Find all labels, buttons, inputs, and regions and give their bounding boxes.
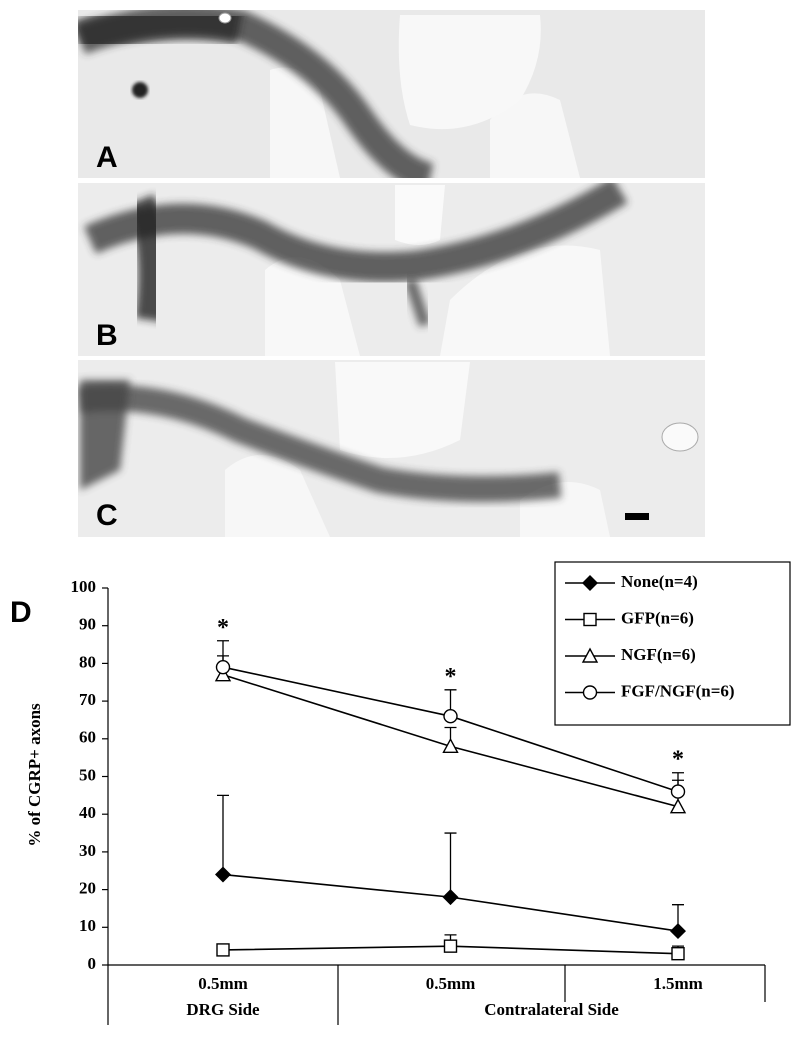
chart: 0 10 20 30 40 50 60 70 80 90 100 0.5mm 0.5mm 1.5mm DRG… bbox=[71, 561, 791, 1025]
panel-label: D bbox=[10, 596, 32, 629]
marker bbox=[215, 866, 231, 883]
x-tick-label: 0.5mm bbox=[198, 974, 248, 993]
marker bbox=[669, 798, 687, 814]
marker bbox=[670, 784, 686, 799]
legend-label: FGF/NGF(n=6) bbox=[621, 681, 735, 700]
marker bbox=[582, 685, 598, 700]
y-tick-label: 70 bbox=[79, 690, 96, 709]
x-tick-label: 0.5mm bbox=[426, 974, 476, 993]
legend-label: None(n=4) bbox=[621, 572, 698, 591]
marker bbox=[216, 943, 230, 957]
marker bbox=[442, 889, 459, 906]
panel-label: A bbox=[96, 141, 118, 174]
micrograph-a bbox=[78, 10, 705, 178]
error-bar bbox=[217, 794, 229, 875]
y-axis-label: % of CGRP+ axons bbox=[25, 703, 44, 847]
x-tick-label: 1.5mm bbox=[653, 974, 703, 993]
error-bar bbox=[444, 832, 457, 898]
micrograph-c bbox=[78, 360, 705, 537]
y-tick-label: 20 bbox=[79, 879, 96, 898]
marker bbox=[582, 575, 598, 591]
significance-mark: * bbox=[445, 664, 457, 690]
y-tick-label: 30 bbox=[79, 841, 96, 860]
y-tick-label: 40 bbox=[79, 803, 96, 822]
y-tick-label: 60 bbox=[79, 728, 96, 747]
significance-mark: * bbox=[217, 615, 229, 641]
marker bbox=[671, 946, 685, 961]
y-tick-label: 50 bbox=[79, 765, 96, 784]
marker bbox=[670, 923, 686, 940]
y-tick-label: 10 bbox=[79, 916, 96, 935]
marker bbox=[215, 659, 231, 675]
legend-label: GFP(n=6) bbox=[621, 608, 694, 627]
panel-label: C bbox=[96, 499, 118, 532]
y-tick-label: 80 bbox=[79, 652, 96, 671]
group-label: Contralateral Side bbox=[484, 1000, 619, 1019]
marker bbox=[581, 647, 599, 663]
y-tick-label: 90 bbox=[79, 615, 96, 634]
marker bbox=[583, 612, 597, 627]
marker bbox=[443, 708, 458, 724]
micrograph-b bbox=[78, 183, 705, 356]
marker bbox=[443, 939, 458, 953]
group-label: DRG Side bbox=[186, 1000, 260, 1019]
legend-label: NGF(n=6) bbox=[621, 645, 696, 664]
scale-bar bbox=[625, 513, 649, 520]
panel-label: B bbox=[96, 319, 118, 352]
marker bbox=[442, 737, 459, 754]
significance-mark: * bbox=[672, 747, 684, 773]
y-tick-label: 0 bbox=[88, 954, 97, 973]
y-tick-label: 100 bbox=[71, 577, 97, 596]
